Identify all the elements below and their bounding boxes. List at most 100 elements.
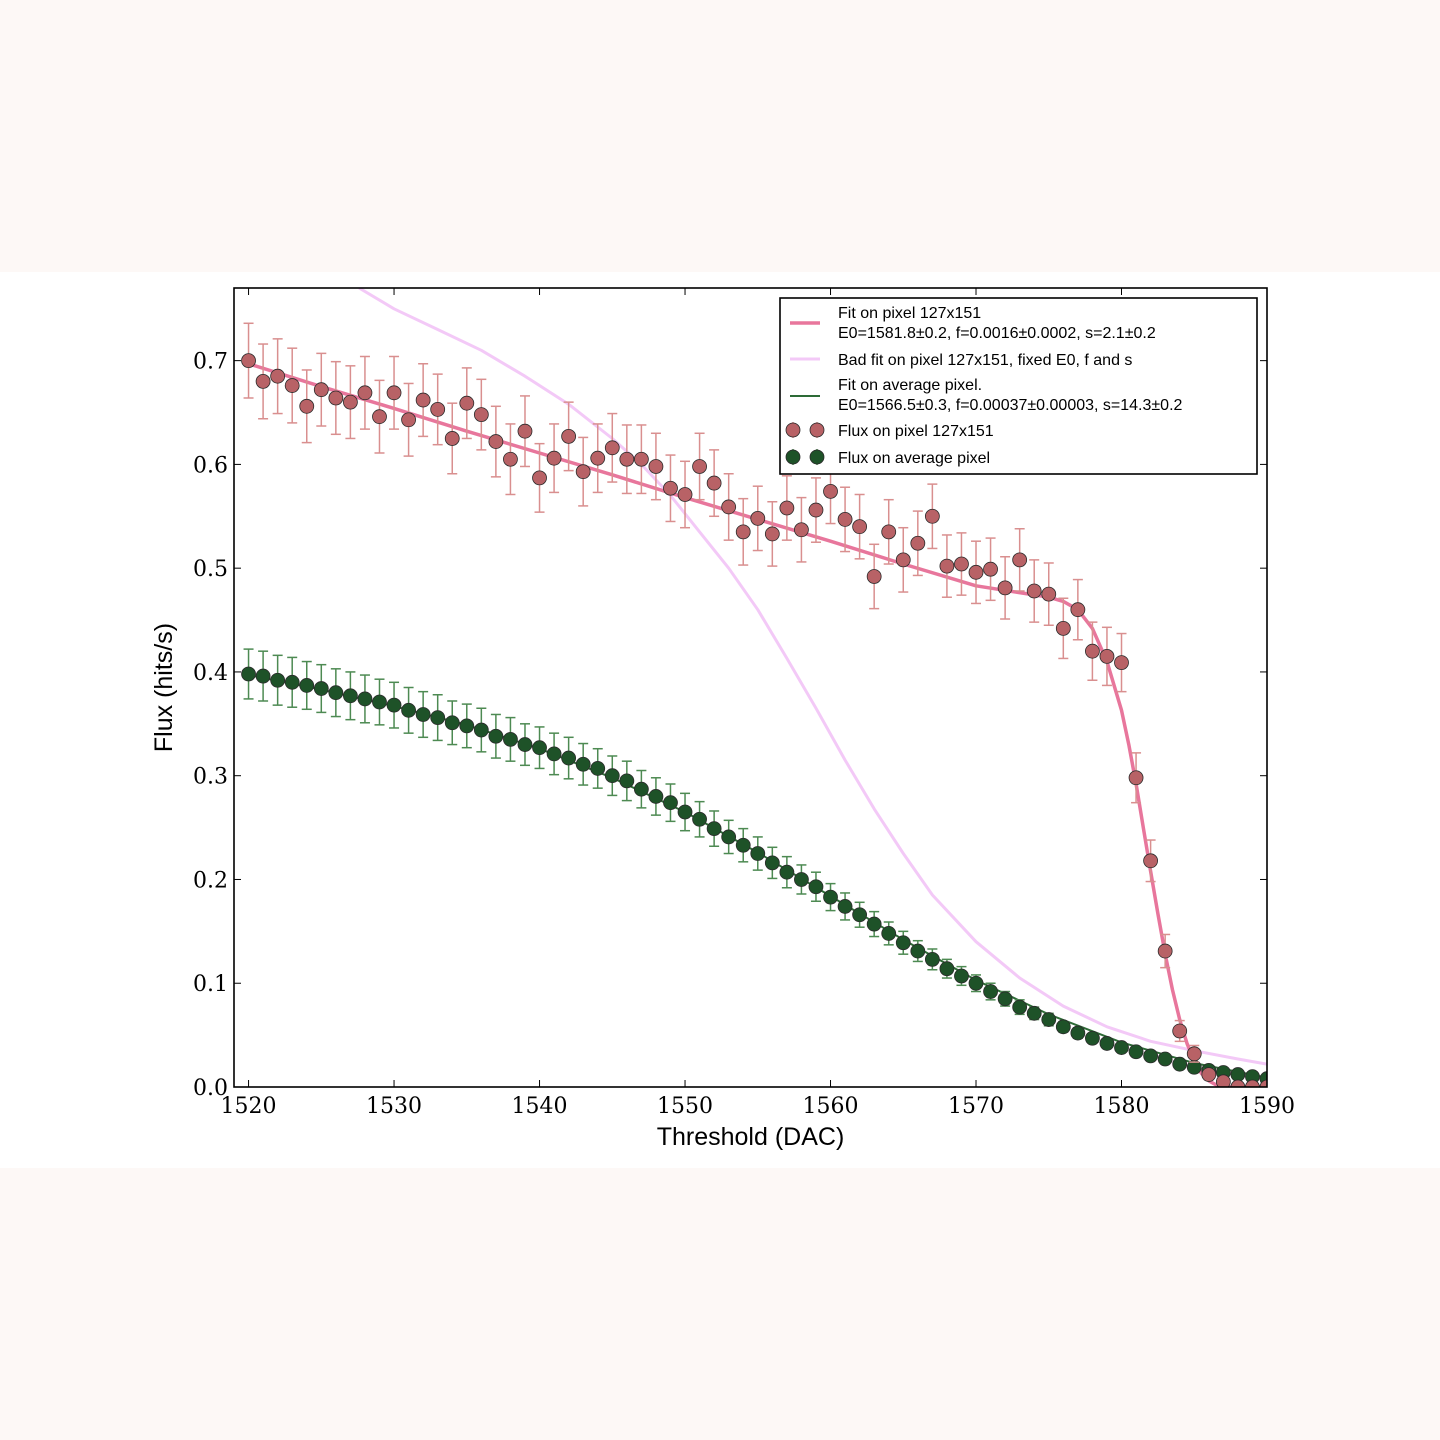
data-point [633, 781, 649, 797]
data-point [866, 569, 882, 584]
data-point [1055, 1019, 1071, 1035]
data-point [357, 691, 373, 707]
data-point [401, 702, 416, 718]
data-point [430, 402, 446, 417]
data-point [735, 837, 751, 853]
data-point [1143, 1048, 1159, 1064]
legend-label-points-4: Flux on average pixel [838, 450, 990, 467]
data-point [1012, 999, 1028, 1015]
data-point [939, 961, 955, 977]
data-point [284, 674, 300, 690]
data-point [401, 412, 416, 428]
data-point [663, 795, 678, 811]
y-tick-label: 0.5 [193, 557, 228, 582]
data-point [794, 522, 809, 538]
data-point [954, 556, 969, 572]
data-point [342, 688, 358, 704]
data-point [1172, 1023, 1188, 1039]
data-point [575, 756, 591, 772]
legend-label-points-3: Flux on pixel 127x151 [838, 423, 994, 440]
data-point [750, 846, 766, 861]
data-point [459, 718, 475, 734]
data-point [546, 746, 562, 762]
data-point [488, 728, 504, 744]
data-point [706, 475, 722, 491]
data-point [1157, 1051, 1173, 1067]
data-point [546, 450, 562, 466]
data-point [473, 407, 489, 422]
y-tick-label: 0.1 [193, 972, 228, 997]
data-point [284, 378, 300, 393]
flux-chart: 1520 1530 1540 1550 1560 1570 1580 1590 0.0 0.1 0.… [150, 287, 1295, 1151]
data-point [1041, 586, 1057, 602]
data-point [1114, 655, 1129, 670]
data-point [503, 451, 518, 467]
data-point [532, 740, 547, 756]
data-point [415, 707, 431, 722]
data-point [241, 666, 256, 682]
legend-box [779, 297, 1258, 475]
data-point [924, 508, 940, 524]
data-point [764, 526, 780, 542]
data-point [823, 483, 838, 499]
y-tick-label: 0.2 [193, 868, 228, 893]
data-point [328, 685, 344, 701]
data-point [1070, 602, 1086, 618]
data-point [1201, 1067, 1217, 1082]
data-point [997, 580, 1013, 596]
y-tick-label: 0.7 [193, 350, 228, 375]
data-point [1157, 943, 1173, 959]
x-axis-label: Threshold (DAC) [657, 1123, 845, 1151]
data-point [561, 750, 577, 766]
data-point [1186, 1046, 1202, 1062]
data-point [910, 943, 926, 959]
data-point [604, 440, 620, 456]
data-point [808, 879, 824, 895]
data-point [954, 968, 969, 984]
data-point [808, 502, 824, 518]
legend-handle-marker [785, 449, 801, 465]
data-point [313, 382, 329, 398]
data-point [1099, 648, 1115, 664]
x-tick-label: 1540 [512, 1094, 568, 1119]
data-point [779, 864, 795, 880]
data-point [1215, 1074, 1231, 1087]
data-point [1245, 1079, 1260, 1087]
legend-label-bad-fit: Bad fit on pixel 127x151, fixed E0, f an… [838, 352, 1132, 369]
data-point [706, 821, 722, 837]
x-tick-label: 1570 [948, 1094, 1004, 1119]
data-point [1012, 552, 1028, 568]
data-point [677, 487, 693, 502]
series-line-0 [247, 362, 1267, 1087]
data-point [372, 694, 387, 710]
data-point [1230, 1079, 1246, 1087]
data-point [604, 768, 620, 784]
x-tick-label: 1550 [657, 1094, 713, 1119]
data-point [837, 899, 853, 914]
data-point [372, 409, 387, 425]
y-axis-label: Flux (hits/s) [150, 623, 178, 752]
x-tick-label: 1530 [366, 1094, 422, 1119]
data-point [692, 811, 707, 827]
data-point [1026, 1005, 1042, 1021]
data-point [837, 511, 853, 527]
data-point [764, 855, 780, 871]
y-tick-label: 0.0 [193, 1076, 228, 1101]
legend-label-fit-pixel-params: E0=1581.8±0.2, f=0.0016±0.0002, s=2.1±0.… [838, 325, 1156, 342]
data-point [881, 926, 897, 941]
data-point [270, 368, 286, 384]
x-tick-label: 1520 [221, 1094, 277, 1119]
data-point [575, 464, 591, 480]
data-point [619, 451, 635, 467]
data-point [255, 373, 271, 389]
data-point [270, 672, 286, 688]
data-point [1172, 1056, 1188, 1072]
data-point [313, 681, 329, 696]
legend-handle-marker [809, 449, 825, 465]
data-point [444, 715, 460, 731]
data-point [488, 434, 504, 449]
data-point [590, 450, 606, 466]
x-tick-label: 1590 [1239, 1094, 1295, 1119]
data-point [1070, 1025, 1086, 1041]
data-point [692, 459, 707, 474]
